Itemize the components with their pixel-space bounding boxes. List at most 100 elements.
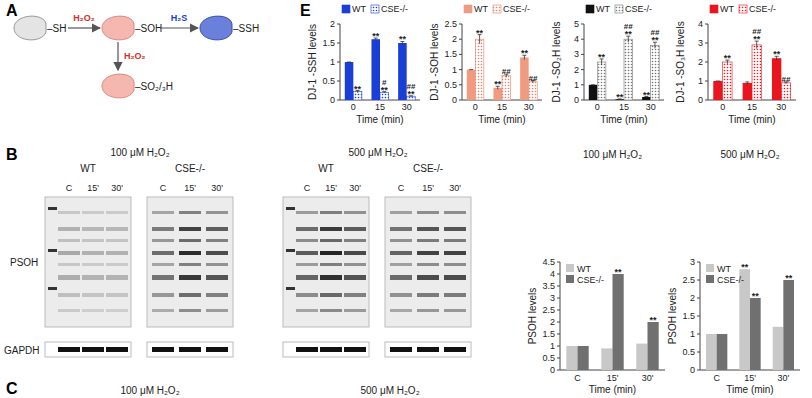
- blot-band: [417, 227, 439, 231]
- bar: [651, 45, 660, 100]
- lane-label: C: [304, 183, 311, 193]
- blot-band: [296, 309, 318, 312]
- legend-swatch: [706, 264, 714, 272]
- blot-band: [152, 251, 174, 255]
- blot-band: [444, 227, 466, 231]
- y-tick-label: 0.5: [322, 76, 335, 86]
- y-tick-label: 0: [690, 365, 695, 375]
- ladder-band: [48, 287, 57, 290]
- x-tick-label: C: [574, 373, 581, 383]
- panel-label: A: [6, 2, 18, 19]
- legend-swatch: [464, 5, 472, 13]
- y-tick-label: 2: [690, 293, 695, 303]
- legend-entry: CSE-/-: [625, 4, 652, 14]
- legend-entry: CSE-/-: [503, 4, 530, 14]
- blot-group: CSE-/-: [413, 163, 443, 174]
- y-tick-label: 3: [690, 257, 695, 267]
- significance: **: [616, 92, 624, 102]
- significance: #: [382, 78, 387, 87]
- gapdh-band: [58, 347, 80, 352]
- bar: [772, 58, 781, 100]
- y-axis-label: PSOH levels: [527, 288, 538, 345]
- gapdh-blot: [45, 342, 131, 357]
- x-axis-label: Time (min): [600, 114, 647, 125]
- blot-band: [320, 227, 342, 231]
- bar: [783, 280, 794, 370]
- significance: ##: [502, 67, 511, 76]
- blot-band: [179, 239, 201, 242]
- y-tick-label: 5: [574, 19, 579, 29]
- error-bar: [716, 81, 720, 82]
- edge-label: H₂S: [171, 13, 188, 23]
- x-tick-label: 30: [646, 102, 656, 112]
- y-tick-label: 0: [698, 95, 703, 105]
- blot: [147, 197, 233, 327]
- bar: [624, 39, 633, 100]
- bar: [597, 62, 606, 100]
- y-axis-label: DJ-1 -SSH levels: [307, 24, 318, 100]
- y-tick-label: 0: [330, 95, 335, 105]
- lane-label: 30': [449, 183, 461, 193]
- blot-band: [320, 293, 342, 297]
- bar: [713, 81, 722, 100]
- significance: ##: [624, 22, 633, 31]
- bar: [345, 62, 354, 100]
- y-axis: [560, 262, 561, 370]
- legend-entry: CSE-/-: [717, 275, 744, 285]
- y-tick-label: 2: [550, 317, 555, 327]
- y-tick-label: 1: [452, 65, 457, 75]
- significance: **: [598, 52, 606, 62]
- blot-band: [296, 251, 318, 255]
- y-tick-label: 2: [330, 19, 335, 29]
- blot-band: [152, 275, 174, 280]
- blot-band: [390, 251, 412, 255]
- x-tick-label: 30: [524, 102, 534, 112]
- blot-band: [390, 211, 412, 214]
- legend-entry: CSE-/-: [749, 4, 776, 14]
- gapdh-band: [106, 347, 128, 352]
- legend-entry: CSE-/-: [381, 4, 408, 14]
- blot-band: [58, 263, 80, 266]
- blot-band: [82, 251, 104, 255]
- blot-band: [152, 227, 174, 231]
- blot-group: WT: [80, 163, 96, 174]
- blot-band: [320, 275, 342, 280]
- blot-band: [344, 309, 366, 312]
- blot-band: [320, 239, 342, 242]
- blot-band: [390, 309, 412, 312]
- legend-swatch: [739, 5, 747, 13]
- x-tick-label: 15: [497, 102, 507, 112]
- legend-swatch: [615, 5, 623, 13]
- blot-band: [152, 309, 174, 312]
- bar: [750, 298, 761, 370]
- significance: **: [741, 262, 749, 272]
- y-tick-label: 4: [574, 34, 579, 44]
- plot-area: [345, 38, 415, 100]
- legend-entry: WT: [596, 4, 610, 14]
- legend-entry: WT: [717, 264, 731, 274]
- significance: **: [724, 53, 732, 63]
- x-tick-label: 0: [351, 102, 356, 112]
- blot-band: [179, 251, 201, 255]
- blot-band: [206, 239, 228, 242]
- plot-area: [589, 36, 659, 100]
- blot-band: [58, 251, 80, 255]
- x-tick-label: 15: [747, 102, 757, 112]
- legend-entry: CSE-/-: [577, 275, 604, 285]
- y-tick-label: 3.5: [542, 281, 555, 291]
- blot-band: [296, 211, 318, 214]
- error-bar: [347, 62, 351, 63]
- lane-label: C: [66, 183, 73, 193]
- error-bar: [745, 82, 749, 84]
- ladder-band: [286, 207, 295, 210]
- blot-band: [444, 211, 466, 214]
- panel-label: C: [6, 380, 18, 397]
- bar: [475, 39, 484, 100]
- blot: [385, 197, 471, 327]
- x-tick-label: 15': [744, 373, 756, 383]
- blot-title: 100 μM H₂O₂: [110, 147, 169, 158]
- blot-band: [82, 293, 104, 297]
- y-tick-label: 3: [550, 293, 555, 303]
- node-label: –SOH: [135, 23, 162, 34]
- arrow: [160, 27, 198, 28]
